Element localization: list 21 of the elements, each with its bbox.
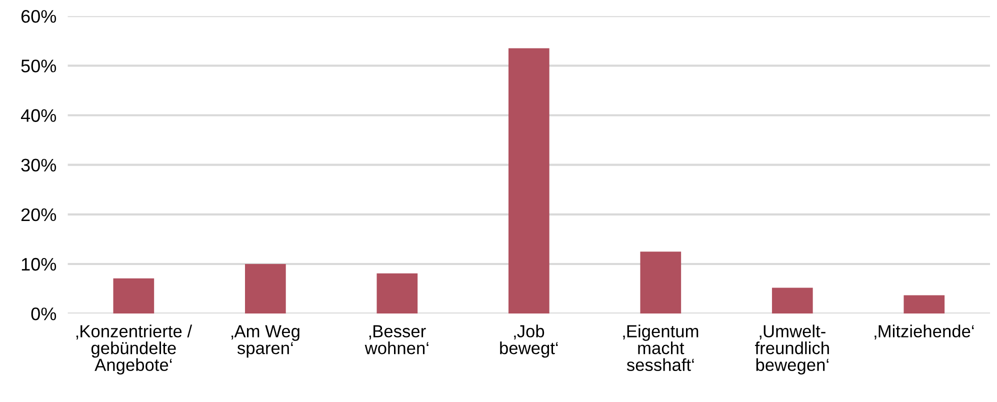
bar xyxy=(376,273,418,314)
x-tick-label: ‚Umwelt- freundlich bewegen‘ xyxy=(755,324,829,374)
bar xyxy=(244,264,286,314)
x-tick-label: ‚Konzentrierte / gebündelte Angebote‘ xyxy=(76,324,192,374)
x-tick-label: ‚Eigentum macht sesshaft‘ xyxy=(623,324,698,372)
bar xyxy=(640,252,682,314)
x-tick-label: ‚Besser wohnen‘ xyxy=(364,325,428,354)
y-tick-label: 50% xyxy=(21,60,56,72)
bar xyxy=(772,288,813,314)
x-tick-label: ‚Mitziehende‘ xyxy=(874,324,974,340)
bar xyxy=(904,295,945,314)
bar xyxy=(113,278,154,314)
y-tick-label: 0% xyxy=(31,307,56,320)
y-tick-label: 20% xyxy=(21,208,56,222)
x-tick-label: ‚Am Weg sparen‘ xyxy=(231,325,300,358)
y-tick-label: 60% xyxy=(21,10,56,23)
y-tick-label: 40% xyxy=(20,109,56,122)
y-tick-label: 30% xyxy=(21,158,56,172)
x-tick-label: ‚Job bewegt‘ xyxy=(500,324,558,358)
y-tick-label: 10% xyxy=(22,258,56,271)
bar xyxy=(508,48,550,314)
